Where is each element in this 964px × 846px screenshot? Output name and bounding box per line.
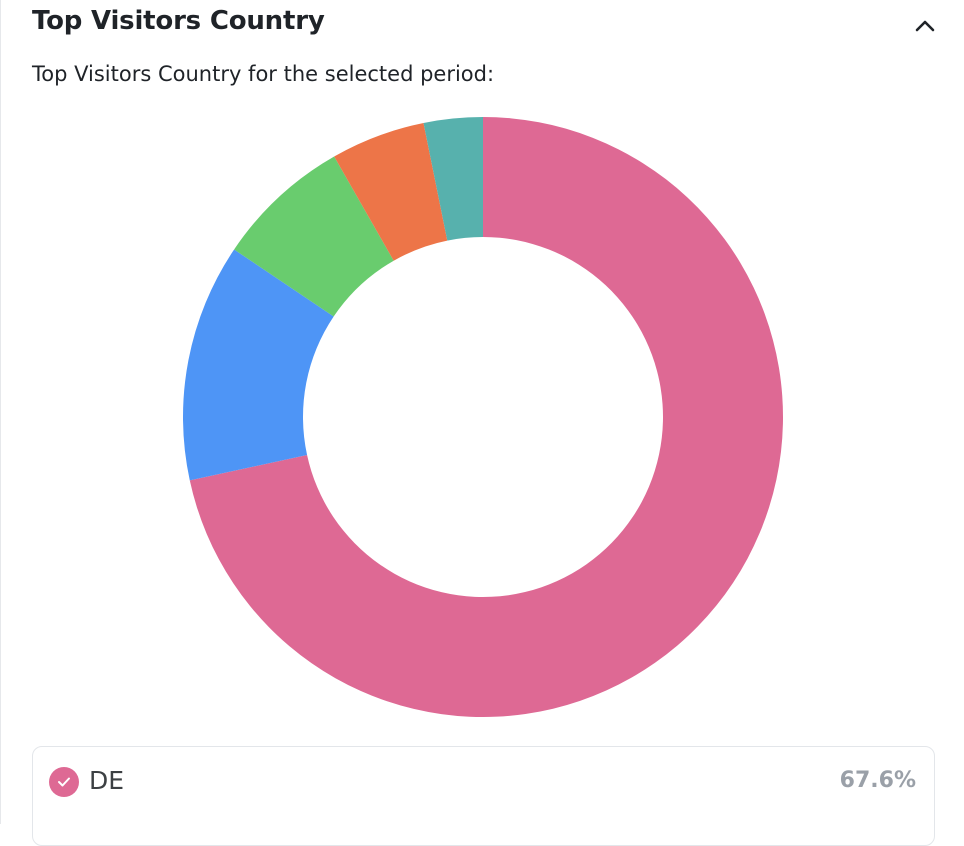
donut-slice-1[interactable] — [183, 249, 334, 481]
chevron-up-icon — [915, 20, 935, 32]
donut-chart — [183, 117, 783, 717]
check-icon — [49, 767, 79, 797]
panel-subtitle: Top Visitors Country for the selected pe… — [32, 62, 495, 86]
donut-slice-4[interactable] — [423, 117, 483, 241]
legend-value: 67.6% — [839, 768, 916, 793]
chart-legend: DE 67.6% — [32, 746, 935, 846]
collapse-button[interactable] — [907, 8, 943, 44]
donut-slice-0[interactable] — [189, 117, 783, 717]
legend-label: DE — [89, 766, 125, 795]
legend-item-de[interactable]: DE 67.6% — [33, 747, 934, 819]
top-visitors-country-panel: Top Visitors Country Top Visitors Countr… — [0, 0, 943, 846]
donut-slice-3[interactable] — [334, 122, 448, 261]
panel-title: Top Visitors Country — [32, 6, 325, 36]
donut-slice-2[interactable] — [234, 156, 394, 317]
